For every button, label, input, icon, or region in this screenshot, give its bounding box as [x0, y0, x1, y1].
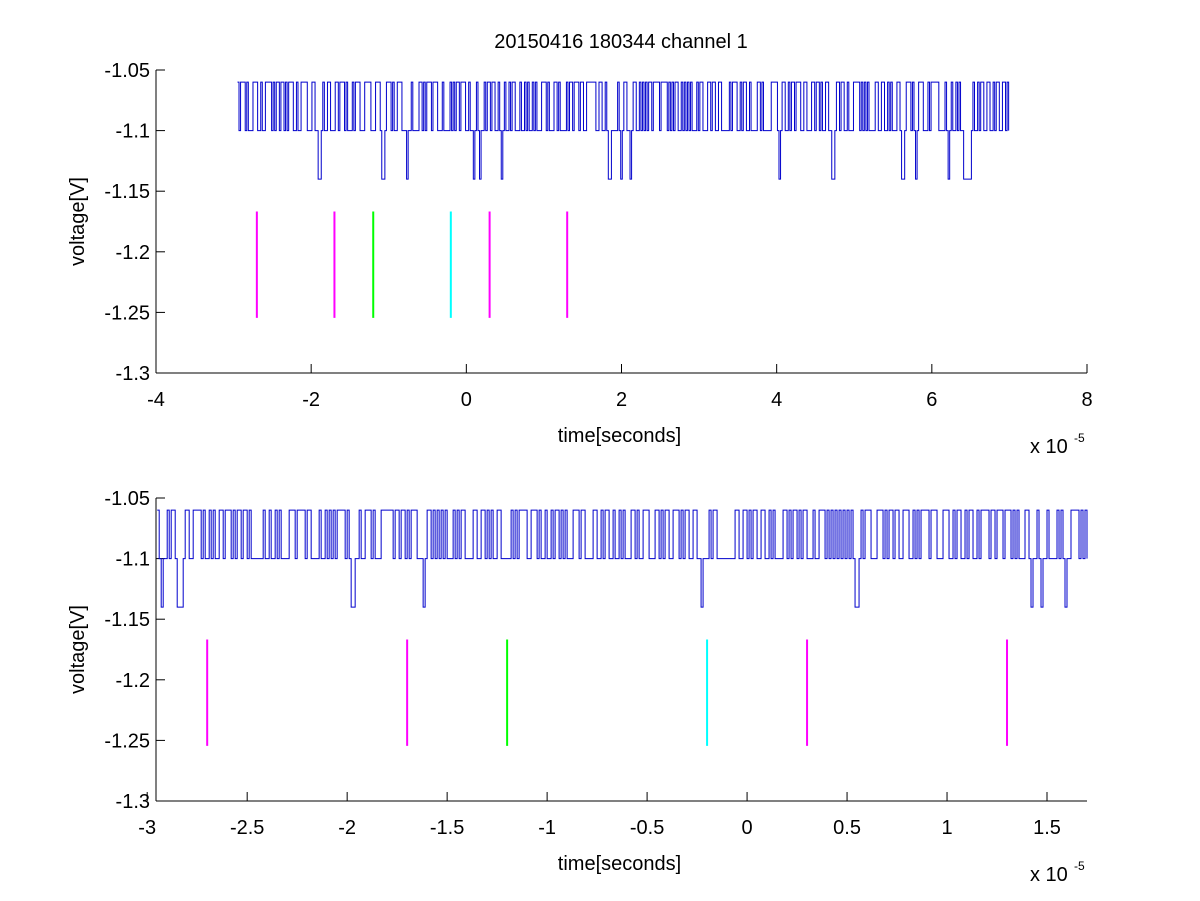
y-tick-label: -1.15	[104, 181, 150, 203]
x-tick-label: 4	[771, 389, 782, 411]
x-exponent-label: x 10	[1030, 436, 1068, 458]
y-tick-label: -1.25	[104, 302, 150, 324]
x-tick-label: 8	[1081, 389, 1092, 411]
x-tick-label: -1.5	[430, 817, 464, 839]
y-tick-label: -1.15	[104, 609, 150, 631]
x-axis-label: time[seconds]	[558, 853, 681, 875]
x-exponent-value: -5	[1074, 431, 1085, 445]
x-tick-label: 6	[926, 389, 937, 411]
x-tick-label: -2	[338, 817, 356, 839]
x-tick-label: -4	[147, 389, 165, 411]
y-tick-label: -1.3	[116, 363, 150, 385]
top-axes: -4 -2 0 2 4 6 8 -1.3 -1.25 -1.2 -1.15 -1.1 -1.05 time…	[67, 60, 1093, 458]
x-axis-label: time[seconds]	[558, 425, 681, 447]
x-tick-label: -2	[302, 389, 320, 411]
x-tick-label: 0	[461, 389, 472, 411]
x-tick-label: -1	[538, 817, 556, 839]
y-tick-label: -1.2	[116, 242, 150, 264]
x-tick-label: 2	[616, 389, 627, 411]
bottom-axes: -3 -2.5 -2 -1.5 -1 -0.5 0 0.5 1 1.5 -1.3 -1.25 -1.2 -…	[67, 488, 1088, 886]
y-axis-label: voltage[V]	[67, 177, 89, 266]
x-tick-label: -2.5	[230, 817, 264, 839]
x-tick-label: 0	[742, 817, 753, 839]
y-tick-label: -1.25	[104, 730, 150, 752]
voltage-trace	[237, 81, 1010, 180]
x-tick-label: -0.5	[630, 817, 664, 839]
y-tick-label: -1.1	[116, 121, 150, 143]
figure-title: 20150416 180344 channel 1	[494, 31, 748, 53]
y-tick-label: -1.05	[104, 60, 150, 82]
voltage-trace	[157, 509, 1088, 608]
x-tick-label: 1	[941, 817, 952, 839]
y-axis-label: voltage[V]	[67, 605, 89, 694]
y-tick-label: -1.2	[116, 670, 150, 692]
x-tick-label: 0.5	[833, 817, 861, 839]
y-tick-label: -1.3	[116, 791, 150, 813]
x-exponent-label: x 10	[1030, 864, 1068, 886]
y-tick-label: -1.05	[104, 488, 150, 510]
x-tick-label: -3	[138, 817, 156, 839]
x-tick-label: 1.5	[1033, 817, 1061, 839]
y-tick-label: -1.1	[116, 549, 150, 571]
x-exponent-value: -5	[1074, 859, 1085, 873]
